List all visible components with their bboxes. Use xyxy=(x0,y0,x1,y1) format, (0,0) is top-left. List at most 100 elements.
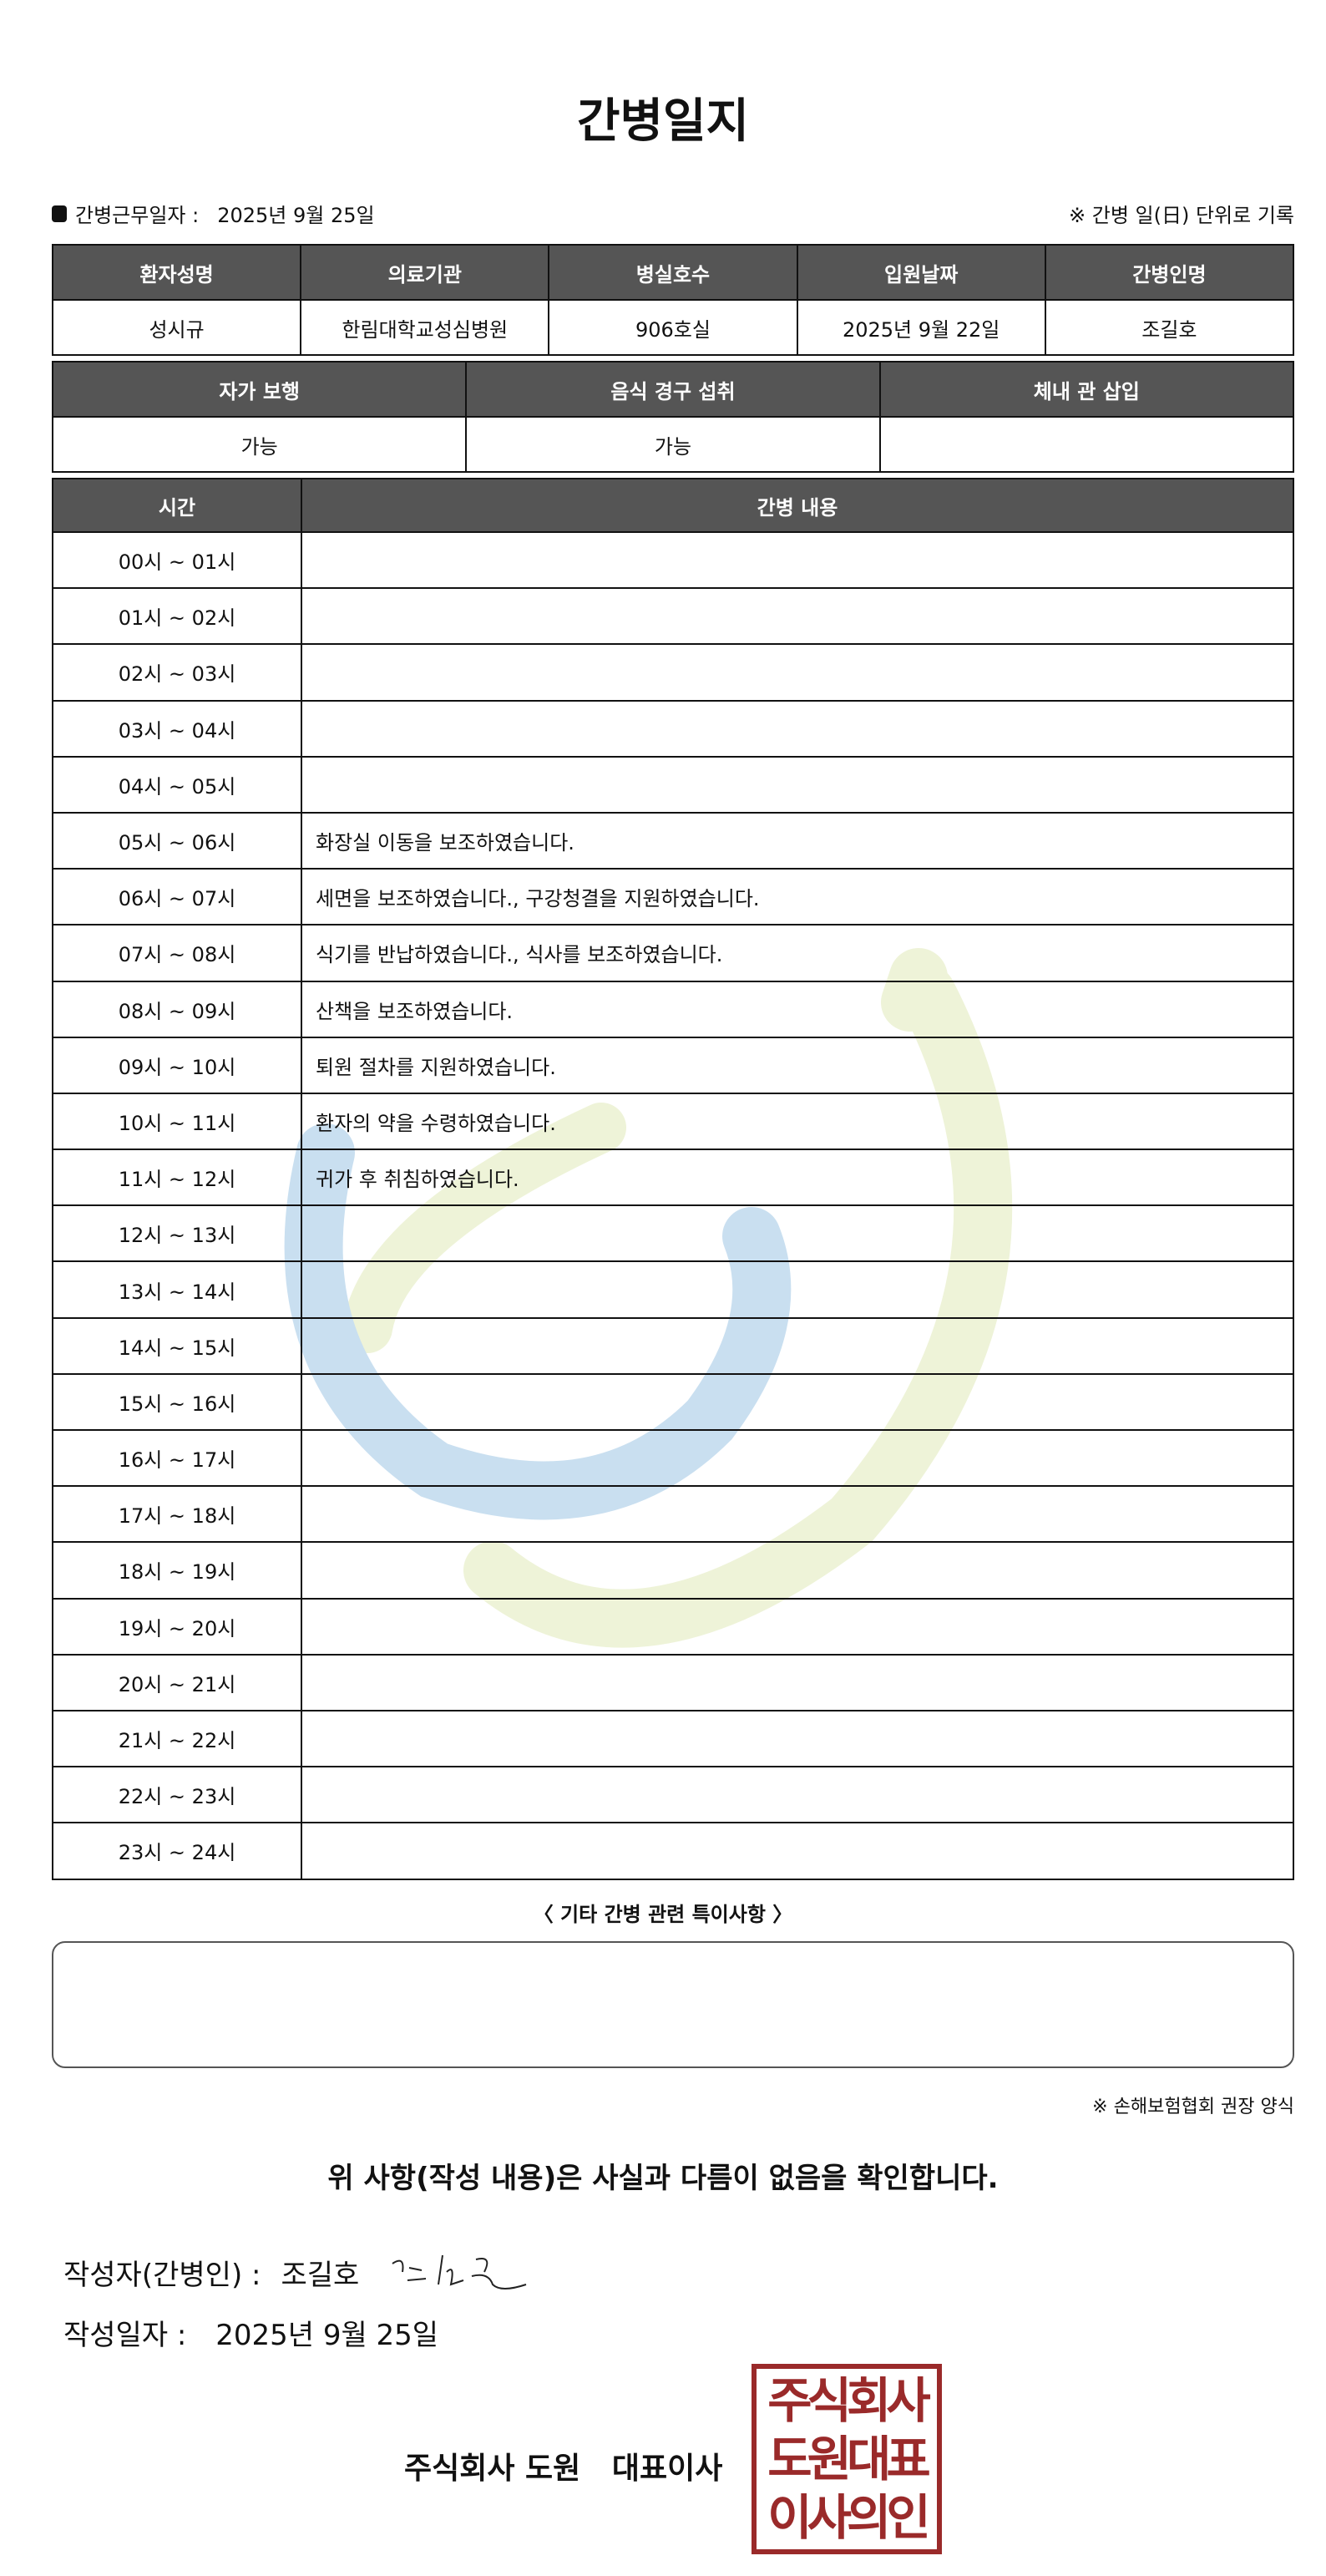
header-content: 간병 내용 xyxy=(301,478,1294,533)
work-date-line: 간병근무일자 : 2025년 9월 25일 xyxy=(52,199,375,228)
care-content-cell xyxy=(301,1204,1294,1263)
table-row: 08시 ~ 09시 산책을 보조하였습니다. xyxy=(52,980,1294,1038)
time-cell: 07시 ~ 08시 xyxy=(52,924,302,982)
writer-name: 조길호 xyxy=(281,2258,360,2292)
header-oral-intake: 음식 경구 섭취 xyxy=(465,361,881,418)
page-title: 간병일지 xyxy=(576,94,750,149)
time-cell: 16시 ~ 17시 xyxy=(52,1428,302,1488)
writer-line: 작성자(간병인) : 조길호 xyxy=(63,2247,534,2297)
care-content-cell xyxy=(301,1485,1294,1544)
unit-note: ※ 간병 일(日) 단위로 기록 xyxy=(1069,204,1294,227)
table-row: 09시 ~ 10시 퇴원 절차를 지원하였습니다. xyxy=(52,1036,1294,1094)
table-row: 21시 ~ 22시 xyxy=(52,1709,1294,1768)
care-content-cell: 산책을 보조하였습니다. xyxy=(301,980,1294,1038)
care-content-cell xyxy=(301,699,1294,758)
time-cell: 17시 ~ 18시 xyxy=(52,1485,302,1544)
time-cell: 00시 ~ 01시 xyxy=(52,530,302,590)
company-seal: 주식회사 도원대표 이사의인 xyxy=(752,2364,942,2554)
time-cell: 14시 ~ 15시 xyxy=(52,1316,302,1375)
writer-label: 작성자(간병인) : xyxy=(63,2258,261,2292)
time-cell: 05시 ~ 06시 xyxy=(52,811,302,870)
table-row: 04시 ~ 05시 xyxy=(52,755,1294,814)
company-representative: 주식회사 도원 대표이사 xyxy=(404,2452,723,2486)
room: 906호실 xyxy=(548,299,798,356)
time-cell: 11시 ~ 12시 xyxy=(52,1149,302,1207)
header-caregiver: 간병인명 xyxy=(1044,244,1295,301)
table-row: 00시 ~ 01시 xyxy=(52,530,1294,590)
status-table: 자가 보행 음식 경구 섭취 체내 관 삽입 가능 가능 xyxy=(51,361,1295,473)
care-content-cell xyxy=(301,1709,1294,1768)
care-content-cell xyxy=(301,643,1294,702)
seal-line: 이사의인 xyxy=(767,2489,930,2546)
write-date-label: 작성일자 : xyxy=(63,2319,187,2352)
table-row: 19시 ~ 20시 xyxy=(52,1597,1294,1656)
time-cell: 01시 ~ 02시 xyxy=(52,587,302,646)
table-row: 23시 ~ 24시 xyxy=(52,1822,1294,1880)
signature xyxy=(392,2254,527,2289)
notes-heading: 〈 기타 간병 관련 특이사항 〉 xyxy=(533,1903,793,1926)
time-cell: 04시 ~ 05시 xyxy=(52,755,302,814)
care-content-cell xyxy=(301,1653,1294,1711)
table-row: 06시 ~ 07시 세면을 보조하였습니다., 구강청결을 지원하였습니다. xyxy=(52,868,1294,926)
table-row: 03시 ~ 04시 xyxy=(52,699,1294,758)
care-content-cell xyxy=(301,1766,1294,1824)
header-patient-name: 환자성명 xyxy=(51,244,302,301)
care-content-cell: 식기를 반납하였습니다., 식사를 보조하였습니다. xyxy=(301,924,1294,982)
header-tube: 체내 관 삽입 xyxy=(878,361,1295,418)
caregiver: 조길호 xyxy=(1044,299,1295,356)
time-cell: 10시 ~ 11시 xyxy=(52,1092,302,1151)
patient-name: 성시규 xyxy=(51,299,302,356)
header-walking: 자가 보행 xyxy=(51,361,468,418)
time-cell: 19시 ~ 20시 xyxy=(52,1597,302,1656)
time-cell: 02시 ~ 03시 xyxy=(52,643,302,702)
table-row: 01시 ~ 02시 xyxy=(52,587,1294,646)
care-content-cell: 화장실 이동을 보조하였습니다. xyxy=(301,811,1294,870)
header-admit-date: 입원날짜 xyxy=(796,244,1046,301)
write-date-line: 작성일자 : 2025년 9월 25일 xyxy=(63,2312,438,2353)
care-content-cell xyxy=(301,1822,1294,1880)
table-row: 18시 ~ 19시 xyxy=(52,1541,1294,1600)
seal-line: 주식회사 xyxy=(767,2372,930,2429)
care-content-cell: 퇴원 절차를 지원하였습니다. xyxy=(301,1036,1294,1094)
table-row: 10시 ~ 11시 환자의 약을 수령하였습니다. xyxy=(52,1092,1294,1151)
care-content-cell xyxy=(301,587,1294,646)
care-content-cell xyxy=(301,530,1294,590)
table-row: 12시 ~ 13시 xyxy=(52,1204,1294,1263)
table-row: 15시 ~ 16시 xyxy=(52,1372,1294,1432)
care-content-cell xyxy=(301,1541,1294,1600)
notes-box xyxy=(52,1941,1294,2068)
care-content-cell xyxy=(301,755,1294,814)
care-content-cell: 귀가 후 취침하였습니다. xyxy=(301,1149,1294,1207)
time-cell: 13시 ~ 14시 xyxy=(52,1260,302,1319)
time-cell: 06시 ~ 07시 xyxy=(52,868,302,926)
time-cell: 03시 ~ 04시 xyxy=(52,699,302,758)
write-date-value: 2025년 9월 25일 xyxy=(215,2319,439,2352)
table-row: 02시 ~ 03시 xyxy=(52,643,1294,702)
care-content-cell: 환자의 약을 수령하였습니다. xyxy=(301,1092,1294,1151)
table-row: 16시 ~ 17시 xyxy=(52,1428,1294,1488)
header-room: 병실호수 xyxy=(548,244,798,301)
admit-date: 2025년 9월 22일 xyxy=(796,299,1046,356)
care-content-cell xyxy=(301,1372,1294,1432)
time-cell: 20시 ~ 21시 xyxy=(52,1653,302,1711)
table-row: 17시 ~ 18시 xyxy=(52,1485,1294,1544)
time-cell: 09시 ~ 10시 xyxy=(52,1036,302,1094)
work-date-value: 2025년 9월 25일 xyxy=(217,204,375,227)
time-cell: 18시 ~ 19시 xyxy=(52,1541,302,1600)
seal-line: 도원대표 xyxy=(767,2431,930,2487)
walking: 가능 xyxy=(51,416,468,473)
care-content-cell xyxy=(301,1260,1294,1319)
care-content-cell xyxy=(301,1597,1294,1656)
table-row: 13시 ~ 14시 xyxy=(52,1260,1294,1319)
header-time: 시간 xyxy=(52,478,302,533)
table-row: 20시 ~ 21시 xyxy=(52,1653,1294,1711)
work-date-label: 간병근무일자 : xyxy=(75,204,200,227)
tube xyxy=(878,416,1295,473)
care-log-table: 시간 간병 내용 00시 ~ 01시 01시 ~ 02시 02시 ~ 03시 03시 ~… xyxy=(52,478,1294,1880)
form-note: ※ 손해보험협회 권장 양식 xyxy=(1092,2097,1294,2117)
table-row: 22시 ~ 23시 xyxy=(52,1766,1294,1824)
time-cell: 23시 ~ 24시 xyxy=(52,1822,302,1880)
patient-table: 환자성명 의료기관 병실호수 입원날짜 간병인명 성시규 한림대학교성심병원 906호실 20… xyxy=(51,244,1295,356)
bullet-square-icon xyxy=(52,205,67,222)
table-row: 05시 ~ 06시 화장실 이동을 보조하였습니다. xyxy=(52,811,1294,870)
